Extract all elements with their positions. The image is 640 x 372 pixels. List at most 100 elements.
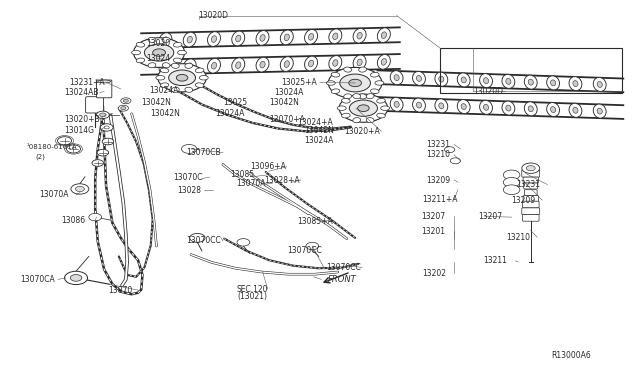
Ellipse shape <box>232 31 244 46</box>
Text: 13042N: 13042N <box>141 99 171 108</box>
Ellipse shape <box>502 101 515 115</box>
Ellipse shape <box>132 50 141 55</box>
Ellipse shape <box>371 72 379 77</box>
Circle shape <box>153 49 166 56</box>
Ellipse shape <box>528 79 533 85</box>
Ellipse shape <box>333 60 338 66</box>
Text: 13020+A: 13020+A <box>344 126 380 136</box>
Circle shape <box>89 214 102 221</box>
Ellipse shape <box>547 103 559 116</box>
Ellipse shape <box>597 108 602 114</box>
Ellipse shape <box>337 106 346 110</box>
Text: (13021): (13021) <box>237 292 267 301</box>
Text: 13024A: 13024A <box>215 109 244 118</box>
Ellipse shape <box>550 107 556 112</box>
Text: 13209: 13209 <box>511 196 536 205</box>
Ellipse shape <box>375 81 384 85</box>
Ellipse shape <box>185 87 193 92</box>
Ellipse shape <box>353 118 360 123</box>
Ellipse shape <box>353 94 360 99</box>
Circle shape <box>503 185 520 195</box>
Text: 13202: 13202 <box>422 269 446 278</box>
Ellipse shape <box>573 108 578 113</box>
Text: 13028: 13028 <box>177 186 201 195</box>
Ellipse shape <box>461 77 467 83</box>
Text: 13024A: 13024A <box>274 88 303 97</box>
Ellipse shape <box>163 37 168 44</box>
Ellipse shape <box>483 78 488 84</box>
Ellipse shape <box>98 80 111 83</box>
Ellipse shape <box>381 32 387 38</box>
Ellipse shape <box>569 77 582 91</box>
FancyBboxPatch shape <box>522 170 540 177</box>
Ellipse shape <box>256 31 269 45</box>
Ellipse shape <box>284 34 289 41</box>
Ellipse shape <box>177 50 186 55</box>
Circle shape <box>349 79 362 87</box>
Ellipse shape <box>593 77 606 92</box>
Text: 13070A: 13070A <box>236 179 265 187</box>
Text: 13042N: 13042N <box>150 109 180 118</box>
Ellipse shape <box>524 75 537 89</box>
Ellipse shape <box>308 33 314 40</box>
Ellipse shape <box>435 72 448 86</box>
Circle shape <box>445 147 455 153</box>
Ellipse shape <box>377 99 385 103</box>
FancyBboxPatch shape <box>522 208 540 215</box>
Ellipse shape <box>332 89 340 94</box>
FancyBboxPatch shape <box>522 215 539 221</box>
Ellipse shape <box>284 61 289 67</box>
Ellipse shape <box>195 68 204 73</box>
Ellipse shape <box>342 99 350 103</box>
Ellipse shape <box>329 29 342 44</box>
Ellipse shape <box>173 42 182 47</box>
Ellipse shape <box>260 35 265 41</box>
Circle shape <box>237 238 250 246</box>
Text: 13024A: 13024A <box>305 135 334 145</box>
Circle shape <box>522 163 540 173</box>
Ellipse shape <box>457 100 470 113</box>
Text: 13070: 13070 <box>108 286 132 295</box>
Ellipse shape <box>357 32 362 39</box>
Ellipse shape <box>506 105 511 111</box>
Ellipse shape <box>366 94 374 99</box>
Ellipse shape <box>413 98 426 112</box>
Circle shape <box>503 177 520 187</box>
Ellipse shape <box>573 81 578 87</box>
Text: 13210: 13210 <box>506 232 531 242</box>
Ellipse shape <box>172 63 179 68</box>
Ellipse shape <box>342 113 350 118</box>
Ellipse shape <box>593 104 606 118</box>
Circle shape <box>145 44 173 61</box>
Ellipse shape <box>417 76 422 81</box>
Ellipse shape <box>439 103 444 109</box>
Ellipse shape <box>211 36 216 42</box>
Circle shape <box>67 145 81 153</box>
Circle shape <box>526 166 535 171</box>
Ellipse shape <box>528 106 533 112</box>
FancyBboxPatch shape <box>522 201 539 208</box>
Circle shape <box>340 74 371 92</box>
Ellipse shape <box>479 100 492 114</box>
Circle shape <box>349 100 378 116</box>
FancyBboxPatch shape <box>524 190 537 196</box>
Text: 13070CC: 13070CC <box>326 263 361 272</box>
Ellipse shape <box>333 33 338 39</box>
Circle shape <box>97 149 109 156</box>
Text: 13070+A: 13070+A <box>269 115 305 124</box>
Ellipse shape <box>207 58 221 73</box>
Text: 13231+A: 13231+A <box>70 78 106 87</box>
Circle shape <box>71 184 89 194</box>
Circle shape <box>121 107 126 110</box>
Text: 13207: 13207 <box>421 212 445 221</box>
Circle shape <box>306 242 319 250</box>
Text: 13209: 13209 <box>426 176 450 185</box>
Ellipse shape <box>506 78 511 84</box>
Ellipse shape <box>236 35 241 42</box>
Text: 13070CA: 13070CA <box>20 275 54 284</box>
Text: 13070A: 13070A <box>39 190 68 199</box>
Ellipse shape <box>359 94 367 99</box>
Text: 13020: 13020 <box>147 39 170 48</box>
Ellipse shape <box>163 64 168 70</box>
Text: 13014G: 13014G <box>65 126 95 135</box>
